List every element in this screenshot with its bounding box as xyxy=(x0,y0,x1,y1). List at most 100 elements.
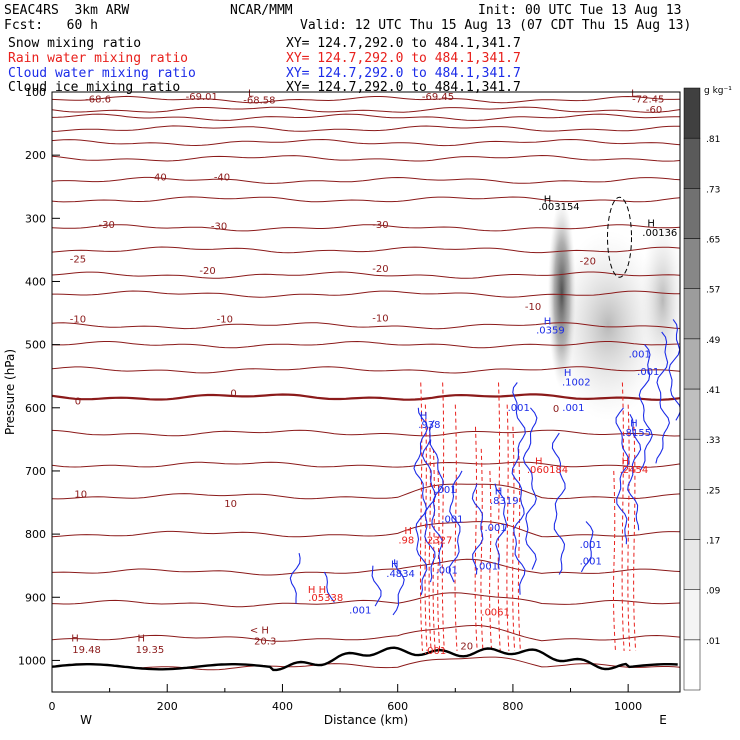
cloud-water-contour xyxy=(551,432,566,575)
cloud-water-label: .001 xyxy=(637,367,659,378)
y-tick-label: 800 xyxy=(25,528,46,541)
temperature-label: H xyxy=(71,634,79,645)
isotherm-0 xyxy=(52,393,680,401)
temperature-label: 0 xyxy=(75,397,81,408)
rain-contour xyxy=(489,470,493,651)
rain-contour xyxy=(621,382,625,651)
snow-contours xyxy=(607,196,633,278)
rain-contour xyxy=(474,426,478,651)
cloud-water-contour xyxy=(371,565,382,607)
x-tick-label: 600 xyxy=(387,700,408,713)
temperature-label: -68.58 xyxy=(243,95,275,106)
colorbar-swatch xyxy=(683,87,701,139)
x-tick-label: 400 xyxy=(272,700,293,713)
cloud-water-label: H xyxy=(630,419,638,430)
model-title: SEAC4RS 3km ARW xyxy=(4,3,130,18)
colorbar-level-label: .01 xyxy=(706,637,720,647)
colorbar-swatch xyxy=(683,288,701,340)
isotherm-line xyxy=(52,461,680,468)
cloud-water-label: .001 xyxy=(580,556,602,567)
rain-contour xyxy=(428,426,432,651)
init-time: Init: 00 UTC Tue 13 Aug 13 xyxy=(478,3,682,18)
isotherm-line xyxy=(52,521,680,538)
y-tick-label: 600 xyxy=(25,402,46,415)
rain-water-label: .001 xyxy=(424,646,446,657)
rain-contour xyxy=(633,426,637,651)
y-tick-label: 700 xyxy=(25,465,46,478)
x-axis-west-label: W xyxy=(80,713,92,727)
isotherm--10 xyxy=(52,322,680,330)
isotherm--40 xyxy=(52,176,680,184)
plot-frame xyxy=(51,91,681,693)
snow-label: H xyxy=(647,219,655,230)
isotherm-line xyxy=(52,95,680,104)
isotherm-line xyxy=(52,592,680,608)
cloud-water-label: .001 xyxy=(441,515,463,526)
temperature-label: 20 xyxy=(460,642,473,653)
snow-contour xyxy=(607,196,633,278)
rain-contour xyxy=(419,382,423,651)
rain-contour xyxy=(441,382,445,651)
isotherm-line xyxy=(52,656,680,671)
cloud-water-contour xyxy=(392,559,405,616)
cloud-water-contour xyxy=(638,344,653,472)
temperature-label: -10 xyxy=(372,313,388,324)
cloud-water-label: H xyxy=(544,316,552,327)
colorbar-swatch xyxy=(683,137,701,189)
cloud-water-contour xyxy=(471,483,484,575)
isotherm-20 xyxy=(52,625,680,642)
cloud-water-label: .4834 xyxy=(386,569,415,580)
temperature-label: -10 xyxy=(525,302,541,313)
colorbar-level-label: .57 xyxy=(706,286,720,296)
cloud-water-label: .001 xyxy=(562,403,584,414)
isotherm-line xyxy=(52,113,680,121)
isotherm-line xyxy=(52,290,680,298)
temperature-label: -30 xyxy=(99,220,115,231)
temperature-contours xyxy=(52,95,680,671)
y-tick-label: 500 xyxy=(25,339,46,352)
rain-contour xyxy=(437,470,441,651)
colorbar-swatch xyxy=(683,338,701,390)
temperature-label: 19.48 xyxy=(72,645,101,656)
rain-water-label: H xyxy=(622,457,630,468)
cloud-water-contour xyxy=(580,521,594,573)
cloud-water-contour xyxy=(655,331,670,464)
rain-contour xyxy=(512,426,516,651)
forecast-hour: Fcst: 60 h xyxy=(4,18,98,33)
cloud-water-label: .938 xyxy=(418,420,440,431)
temperature-label: -20 xyxy=(199,266,215,277)
cloud-water-label: .001 xyxy=(349,606,371,617)
temperature-label: -69.01 xyxy=(186,92,218,103)
colorbar-level-label: .25 xyxy=(706,486,720,496)
x-tick-label: 0 xyxy=(49,700,56,713)
temperature-label: -68.6 xyxy=(85,95,111,106)
temperature-label: -10 xyxy=(217,315,233,326)
cloud-water-label: .8319 xyxy=(490,496,519,507)
rain-water-label: .060184 xyxy=(527,465,568,476)
colorbar-swatch xyxy=(683,438,701,490)
isotherm-10 xyxy=(52,483,680,500)
colorbar-level-label: .65 xyxy=(706,236,720,246)
x-axis-title: Distance (km) xyxy=(324,713,408,727)
temperature-label: 20.3 xyxy=(254,637,276,648)
cloud-water-label: .001 xyxy=(434,485,456,496)
cloud-water-contour xyxy=(494,483,508,570)
temperature-label: -60 xyxy=(646,105,662,116)
cloud-water-label: .001 xyxy=(476,562,498,573)
y-tick-label: 900 xyxy=(25,591,46,604)
field-name-cloud-water: Cloud water mixing ratio xyxy=(8,66,196,81)
isotherm-line xyxy=(52,429,680,437)
rain-contour xyxy=(506,404,510,651)
temperature-label: H xyxy=(138,634,146,645)
x-axis-east-label: E xyxy=(659,713,667,727)
rain-contour xyxy=(480,448,484,651)
cloud-water-contour xyxy=(522,407,538,570)
cloud-water-contour xyxy=(627,413,642,531)
colorbar: .01 .09 .17 .25 .33 .41 .49 .57 .65 .73 .81 xyxy=(683,87,721,691)
cloud-water-contours xyxy=(289,319,680,616)
rain-water-label: .2327 xyxy=(424,536,453,547)
rain-water-label: H xyxy=(535,457,543,468)
snow-label: .00136 xyxy=(642,228,677,239)
field-name-rain: Rain water mixing ratio xyxy=(8,51,189,66)
